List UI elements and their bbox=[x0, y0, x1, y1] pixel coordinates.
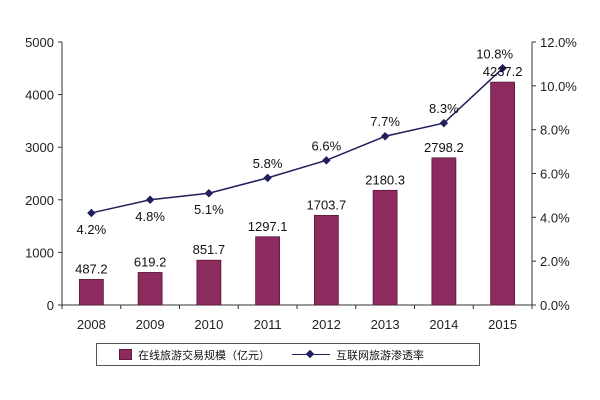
bar bbox=[196, 259, 222, 306]
line-point bbox=[204, 188, 214, 198]
bar-value-label: 487.2 bbox=[75, 261, 108, 276]
penetration-line-path bbox=[91, 67, 504, 214]
bar-value-label: 619.2 bbox=[134, 254, 167, 269]
bar-value-label: 1297.1 bbox=[248, 219, 288, 234]
bar bbox=[255, 236, 281, 306]
bar-value-label: 1703.7 bbox=[306, 197, 346, 212]
bar-value-label: 4237.2 bbox=[483, 64, 523, 79]
bar bbox=[490, 81, 516, 306]
x-tick-label: 2013 bbox=[371, 317, 400, 332]
left-tick-label: 4000 bbox=[25, 88, 54, 103]
line-point bbox=[322, 156, 331, 165]
legend-item-bar: 在线旅游交易规模（亿元） bbox=[119, 347, 270, 363]
legend-line-label: 互联网旅游渗透率 bbox=[336, 348, 424, 362]
line-point bbox=[498, 64, 507, 73]
x-tick-label: 2008 bbox=[77, 317, 106, 332]
line-value-label: 4.2% bbox=[77, 222, 107, 237]
legend-bar-label: 在线旅游交易规模（亿元） bbox=[138, 348, 270, 362]
bar-value-label: 2180.3 bbox=[365, 172, 405, 187]
left-tick-label: 5000 bbox=[25, 35, 54, 50]
x-tick-label: 2009 bbox=[136, 317, 165, 332]
bar bbox=[431, 157, 457, 306]
line-value-label: 8.3% bbox=[429, 101, 459, 116]
bar bbox=[313, 214, 339, 306]
left-tick-label: 1000 bbox=[25, 245, 54, 260]
left-tick-label: 0 bbox=[47, 298, 54, 313]
line-point bbox=[87, 208, 96, 218]
left-tick-label: 3000 bbox=[25, 140, 54, 155]
right-tick-label: 6.0% bbox=[540, 167, 570, 182]
line-value-label: 5.8% bbox=[253, 156, 283, 171]
x-tick-label: 2014 bbox=[429, 317, 458, 332]
legend-item-line: 互联网旅游渗透率 bbox=[292, 347, 424, 363]
right-tick-label: 4.0% bbox=[540, 210, 570, 225]
left-tick-label: 2000 bbox=[25, 193, 54, 208]
line-point bbox=[145, 195, 155, 205]
line-value-label: 5.1% bbox=[194, 202, 224, 217]
right-tick-label: 0.0% bbox=[540, 298, 570, 313]
bar-value-label: 851.7 bbox=[193, 242, 226, 257]
x-tick-label: 2011 bbox=[254, 317, 282, 332]
legend-bar-swatch bbox=[119, 349, 132, 360]
right-tick-label: 8.0% bbox=[540, 123, 570, 138]
bar bbox=[137, 272, 163, 306]
x-tick-label: 2012 bbox=[312, 317, 341, 332]
line-point bbox=[439, 118, 449, 128]
line-value-label: 7.7% bbox=[370, 114, 400, 129]
bar bbox=[78, 278, 104, 306]
line-value-label: 4.8% bbox=[135, 209, 165, 224]
right-tick-label: 12.0% bbox=[540, 35, 577, 50]
x-tick-label: 2015 bbox=[488, 317, 517, 332]
bar bbox=[372, 189, 398, 306]
legend: 在线旅游交易规模（亿元） 互联网旅游渗透率 bbox=[96, 343, 480, 366]
data-labels: 487.2 619.2 851.7 1297.1 1703.7 2180.3 2798.2 4… bbox=[75, 46, 522, 276]
line-point bbox=[263, 173, 272, 183]
line-point bbox=[380, 131, 390, 141]
penetration-line bbox=[87, 64, 507, 218]
bar-value-label: 2798.2 bbox=[424, 140, 464, 155]
line-value-label: 10.8% bbox=[476, 46, 513, 61]
legend-line-swatch bbox=[292, 349, 330, 360]
bars bbox=[78, 81, 516, 306]
line-value-label: 6.6% bbox=[312, 138, 342, 153]
x-tick-label: 2010 bbox=[194, 317, 223, 332]
right-tick-label: 10.0% bbox=[540, 79, 577, 94]
right-tick-label: 2.0% bbox=[540, 254, 570, 269]
axes: 0 1000 2000 3000 4000 5000 0.0% 2.0% 4.0% 6.0% 8.0… bbox=[25, 35, 577, 332]
